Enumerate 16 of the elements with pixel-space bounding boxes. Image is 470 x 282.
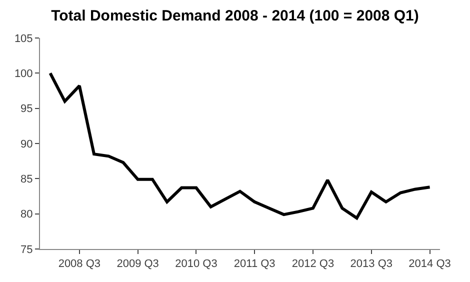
x-tick-label: 2010 Q3 — [175, 258, 218, 270]
y-tick-label: 95 — [20, 103, 33, 116]
y-tick-label: 100 — [14, 68, 33, 80]
y-tick-label: 80 — [20, 208, 33, 221]
x-tick-label: 2011 Q3 — [234, 258, 276, 270]
y-tick-label: 105 — [14, 32, 33, 45]
x-tick-label: 2013 Q3 — [350, 258, 392, 270]
x-tick-label: 2009 Q3 — [116, 258, 159, 270]
line-series — [48, 72, 432, 220]
x-tick-label: 2014 Q3 — [408, 258, 451, 270]
x-tick-label: 2012 Q3 — [292, 258, 334, 270]
y-tick-label: 85 — [20, 174, 33, 186]
chart-title: Total Domestic Demand 2008 - 2014 (100 = 2008 Q1) — [51, 7, 419, 24]
x-tick-label: 2008 Q3 — [58, 258, 101, 270]
y-tick-label: 90 — [20, 138, 33, 150]
y-tick-label: 75 — [20, 244, 33, 256]
